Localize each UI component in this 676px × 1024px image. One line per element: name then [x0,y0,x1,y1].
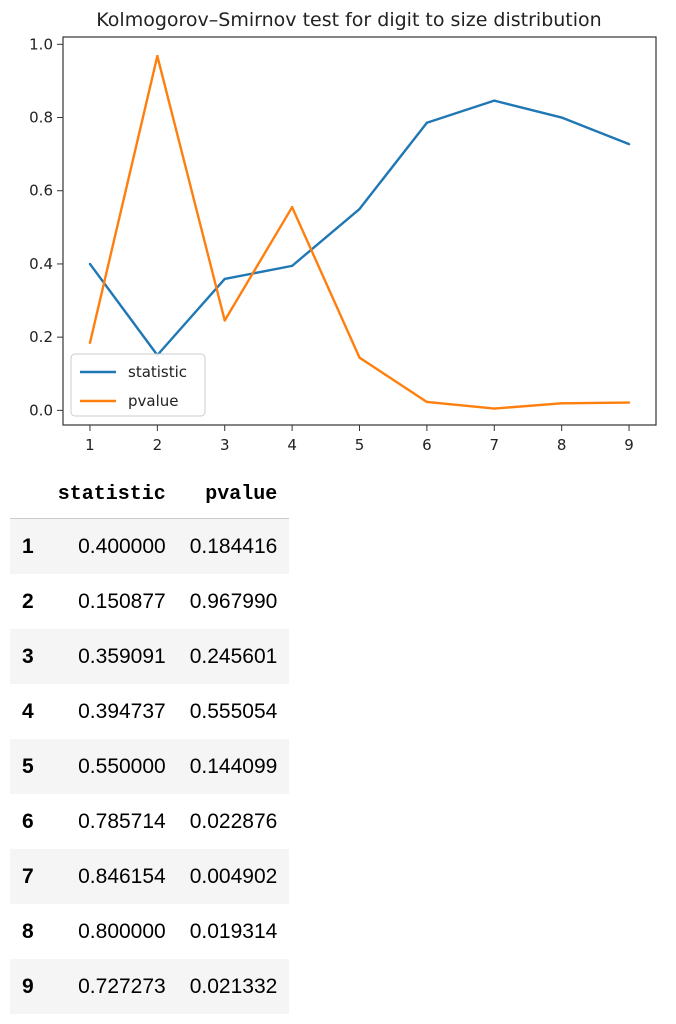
y-tick-label: 0.2 [29,328,53,346]
column-header-pvalue: pvalue [177,470,290,519]
x-tick-label: 4 [287,436,297,454]
x-tick-label: 5 [355,436,365,454]
legend-label: statistic [128,363,187,381]
table-row: 8 0.800000 0.019314 [10,904,289,959]
row-index: 9 [22,974,34,998]
x-tick-label: 2 [153,436,163,454]
cell-pvalue: 0.245601 [189,644,278,668]
x-tick-label: 9 [624,436,634,454]
series-line-statistic [88,99,630,357]
row-index: 6 [22,809,34,833]
table-row: 3 0.359091 0.245601 [10,629,290,684]
data-point-pvalue [493,407,496,410]
cell-statistic: 0.400000 [78,534,166,558]
table-row: 5 0.550000 0.144099 [10,739,290,794]
row-index: 4 [22,699,34,723]
cell-pvalue: 0.021332 [189,974,278,998]
row-index: 7 [22,864,34,888]
index-header [10,470,46,519]
x-tick-label: 6 [422,436,432,454]
cell-statistic: 0.727273 [78,974,166,998]
table-row: 4 0.394737 0.555054 [10,684,289,739]
table-row: 2 0.150877 0.967990 [10,574,289,629]
table-header-row: statistic pvalue [10,470,290,519]
data-point-statistic [560,116,563,119]
data-point-pvalue [88,341,92,345]
x-tick-label: 7 [489,436,499,454]
data-point-pvalue [358,356,361,359]
row-index: 5 [22,754,34,778]
column-header-statistic: statistic [45,470,178,519]
x-tick-label: 3 [220,436,230,454]
x-tick-label: 8 [557,436,567,454]
y-tick-label: 0.4 [29,255,53,273]
row-index: 3 [22,644,34,668]
cell-statistic: 0.785714 [78,809,166,833]
cell-pvalue: 0.004902 [189,864,278,888]
table-row: 9 0.727273 0.021332 [10,959,290,1014]
row-index: 8 [22,919,34,943]
cell-statistic: 0.846154 [78,864,166,888]
data-point-pvalue [560,402,563,405]
data-point-statistic [627,142,631,146]
data-point-statistic [358,207,361,211]
cell-pvalue: 0.144099 [189,754,278,778]
data-point-statistic [425,121,429,124]
x-tick-label: 1 [85,436,95,454]
data-point-pvalue [156,54,159,58]
cell-pvalue: 0.555054 [189,699,278,723]
cell-statistic: 0.800000 [78,919,166,943]
legend: statistic pvalue [70,353,206,417]
cell-statistic: 0.150877 [78,589,166,613]
data-point-statistic [223,277,226,281]
data-point-statistic [493,99,496,102]
cell-pvalue: 0.967990 [189,589,278,613]
data-point-pvalue [627,401,631,404]
cell-pvalue: 0.184416 [189,534,278,558]
cell-statistic: 0.394737 [78,699,166,723]
y-tick-label: 0.6 [29,182,53,200]
data-point-pvalue [425,400,429,404]
results-table: statistic pvalue 1 0.400000 0.184416 2 0.150… [10,470,290,1014]
table-row: 7 0.846154 0.004902 [10,849,290,904]
y-tick-label: 1.0 [29,35,53,53]
chart-title: Kolmogorov–Smirnov test for digit to siz… [96,9,601,31]
data-point-pvalue [290,205,294,209]
data-point-pvalue [223,319,226,322]
data-point-statistic [88,262,92,266]
row-index: 1 [22,534,34,558]
y-tick-label: 0.0 [29,401,53,419]
table-row: 6 0.785714 0.022876 [10,794,289,849]
row-index: 2 [22,589,34,613]
y-tick-label: 0.8 [29,109,53,127]
cell-pvalue: 0.019314 [189,919,278,943]
legend-label: pvalue [128,392,179,410]
table-row: 1 0.400000 0.184416 [10,518,290,574]
cell-statistic: 0.550000 [78,754,166,778]
data-point-statistic [290,264,294,268]
ks-test-line-chart: Kolmogorov–Smirnov test for digit to siz… [29,9,657,454]
cell-pvalue: 0.022876 [189,809,278,833]
cell-statistic: 0.359091 [78,644,166,668]
